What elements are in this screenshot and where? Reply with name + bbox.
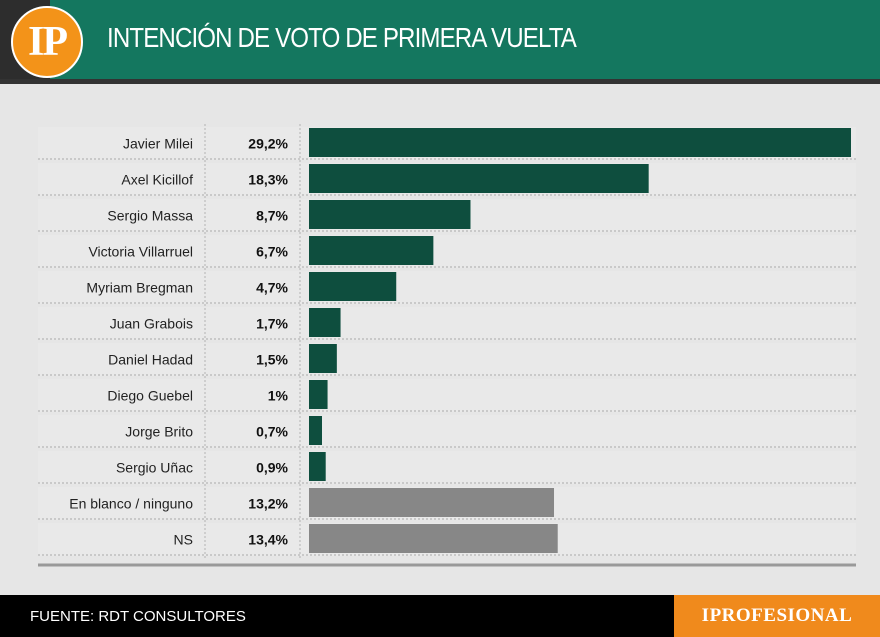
source-text: FUENTE: RDT CONSULTORES	[30, 608, 246, 625]
bar	[309, 344, 337, 373]
category-label: Jorge Brito	[125, 424, 193, 440]
value-label: 8,7%	[256, 208, 288, 224]
category-label: Sergio Uñac	[116, 460, 193, 476]
bar	[309, 308, 341, 337]
value-label: 1,5%	[256, 352, 288, 368]
row-background	[38, 271, 856, 304]
category-label: Axel Kicillof	[121, 172, 193, 188]
bar-chart: Javier Milei 29,2% Axel Kicillof 18,3% Sergi…	[38, 124, 856, 567]
value-label: 1,7%	[256, 316, 288, 332]
value-label: 13,4%	[248, 532, 288, 548]
value-label: 29,2%	[248, 136, 288, 152]
header-banner: IP INTENCIÓN DE VOTO DE PRIMERA VUELTA	[0, 0, 880, 84]
bar	[309, 236, 434, 265]
value-label: 18,3%	[248, 172, 288, 188]
value-label: 4,7%	[256, 280, 288, 296]
bar	[309, 200, 471, 229]
brand-logo: IPROFESIONAL	[674, 595, 880, 637]
bar	[309, 128, 851, 157]
row-background	[38, 451, 856, 484]
category-label: NS	[174, 532, 193, 548]
bar	[309, 488, 555, 517]
category-label: Daniel Hadad	[108, 352, 193, 368]
value-label: 6,7%	[256, 244, 288, 260]
category-label: En blanco / ninguno	[69, 496, 193, 512]
bar	[309, 380, 328, 409]
category-label: Sergio Massa	[107, 208, 193, 224]
row-background	[38, 343, 856, 376]
value-label: 1%	[268, 388, 289, 404]
row-background	[38, 307, 856, 340]
category-label: Victoria Villarruel	[88, 244, 193, 260]
value-label: 0,7%	[256, 424, 288, 440]
chart-area: Javier Milei 29,2% Axel Kicillof 18,3% Sergi…	[38, 124, 856, 570]
bar	[309, 164, 649, 193]
footer-bar: FUENTE: RDT CONSULTORES IPROFESIONAL	[0, 595, 880, 637]
value-label: 0,9%	[256, 460, 288, 476]
chart-title: INTENCIÓN DE VOTO DE PRIMERA VUELTA	[107, 22, 577, 53]
value-label: 13,2%	[248, 496, 288, 512]
category-label: Myriam Bregman	[86, 280, 193, 296]
row-background	[38, 235, 856, 268]
category-label: Javier Milei	[123, 136, 193, 152]
bar	[309, 524, 558, 553]
bar	[309, 272, 397, 301]
bar	[309, 416, 322, 445]
bar	[309, 452, 326, 481]
category-label: Juan Grabois	[110, 316, 193, 332]
row-background	[38, 415, 856, 448]
ip-logo-icon: IP	[11, 6, 83, 78]
row-background	[38, 379, 856, 412]
category-label: Diego Guebel	[107, 388, 193, 404]
